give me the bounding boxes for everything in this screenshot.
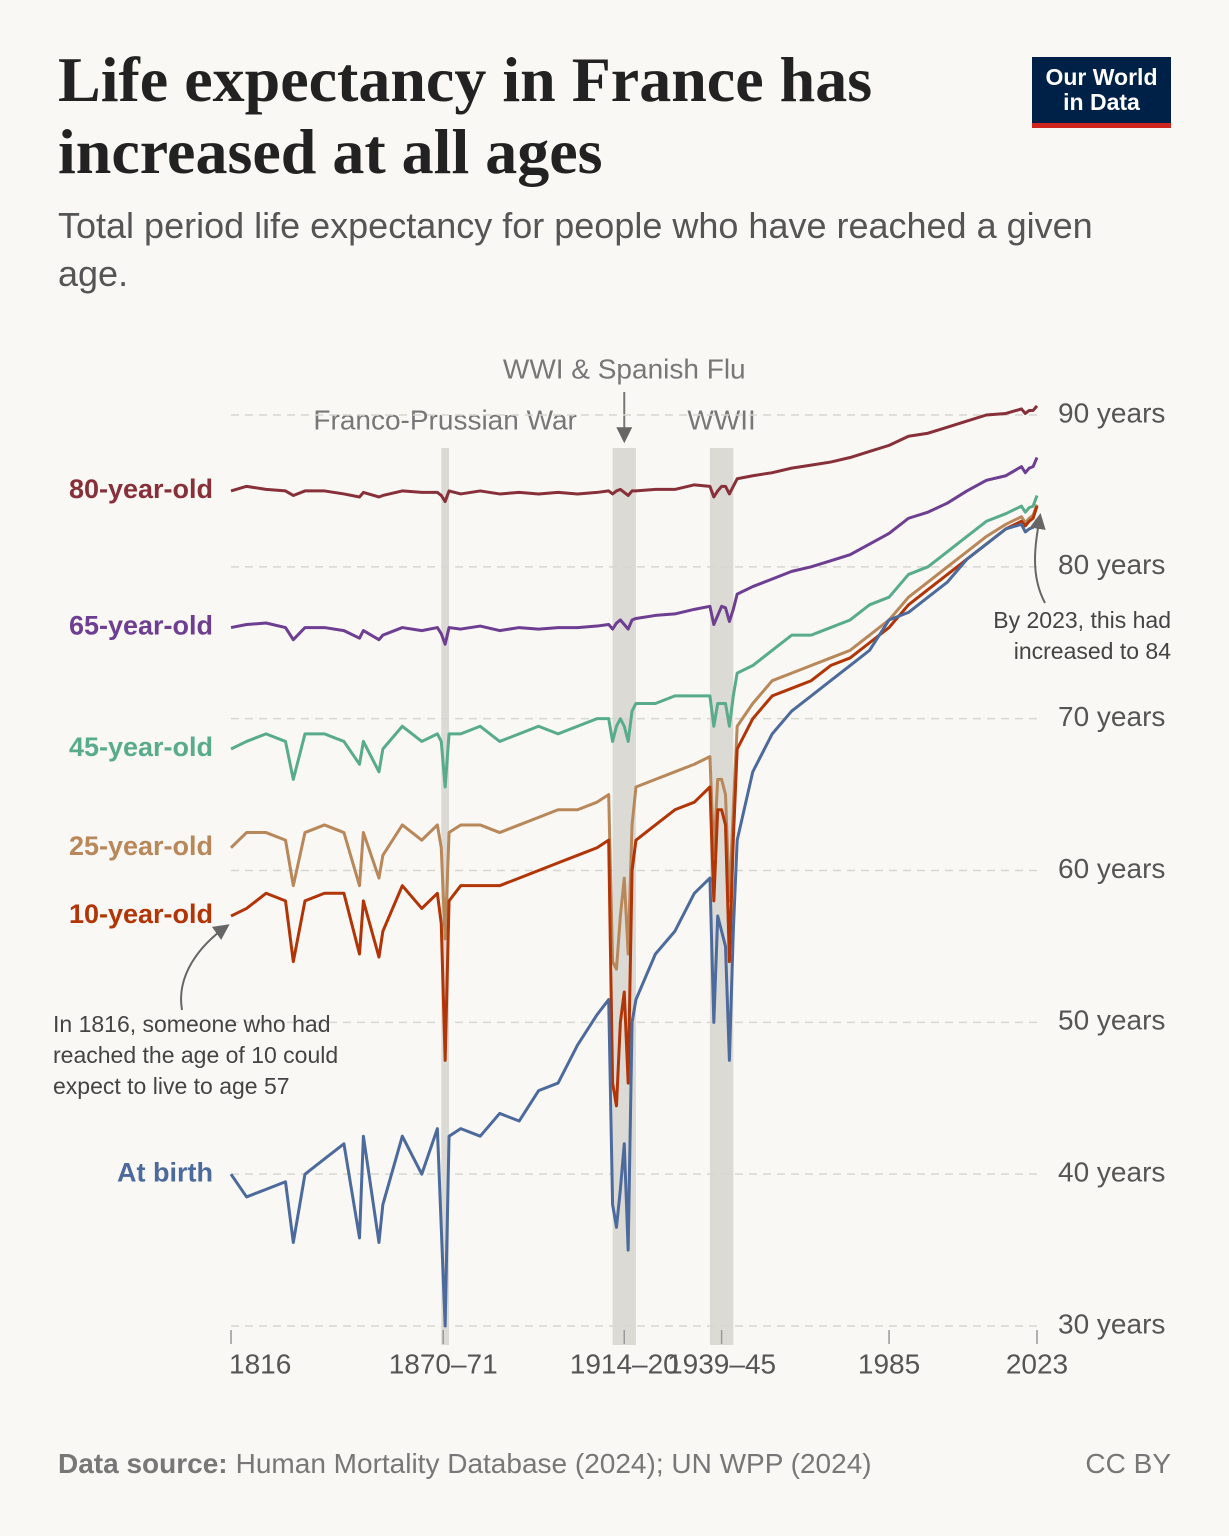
series-label: 45-year-old [69, 732, 213, 762]
annotation: increased to 84 [1014, 638, 1171, 664]
annotation: In 1816, someone who had [53, 1011, 330, 1037]
x-tick-label: 1870–71 [389, 1348, 498, 1379]
annotation: expect to live to age 57 [53, 1073, 290, 1099]
x-tick-label: 2023 [1006, 1348, 1068, 1379]
series-label: 25-year-old [69, 831, 213, 861]
y-tick-label: 40 years [1058, 1157, 1165, 1188]
footer: Data source: Human Mortality Database (20… [58, 1448, 872, 1480]
series-line [230, 456, 1039, 646]
series-line [229, 519, 1039, 1328]
annotation-arrow [180, 924, 230, 1011]
chart-subtitle: Total period life expectancy for people … [58, 205, 1093, 294]
highlight-band [709, 448, 734, 1345]
y-tick-label: 90 years [1058, 397, 1165, 428]
series-label: 80-year-old [69, 474, 213, 504]
y-tick-label: 80 years [1058, 549, 1165, 580]
series-label: At birth [117, 1157, 213, 1187]
series-line [229, 504, 1039, 971]
logo[interactable]: Our World in Data [1032, 57, 1171, 128]
license[interactable]: CC BY [1085, 1448, 1171, 1479]
y-tick-label: 60 years [1058, 853, 1165, 884]
y-tick-label: 30 years [1058, 1308, 1165, 1339]
highlight-label: WWI & Spanish Flu [503, 353, 746, 384]
highlight-band [441, 448, 450, 1345]
chart-title: Life expectancy in France has increased … [58, 44, 873, 187]
annotation-arrow [1029, 512, 1046, 604]
series-label: 10-year-old [69, 899, 213, 929]
series-label: 65-year-old [69, 611, 213, 641]
x-tick-label: 1939–45 [667, 1348, 776, 1379]
source-label: Data source: [58, 1448, 228, 1479]
source: Human Mortality Database (2024); UN WPP … [235, 1448, 872, 1479]
highlight-label: WWII [687, 404, 755, 435]
annotation: By 2023, this had [993, 607, 1171, 633]
x-tick-label: 1914–20 [570, 1348, 679, 1379]
y-tick-label: 50 years [1058, 1005, 1165, 1036]
x-tick-label: 1985 [858, 1348, 920, 1379]
series-line [230, 404, 1039, 504]
annotation: reached the age of 10 could [53, 1042, 338, 1068]
series-line [230, 494, 1039, 789]
y-tick-label: 70 years [1058, 701, 1165, 732]
highlight-label: Franco-Prussian War [313, 404, 576, 435]
x-tick-label: 1816 [229, 1348, 291, 1379]
